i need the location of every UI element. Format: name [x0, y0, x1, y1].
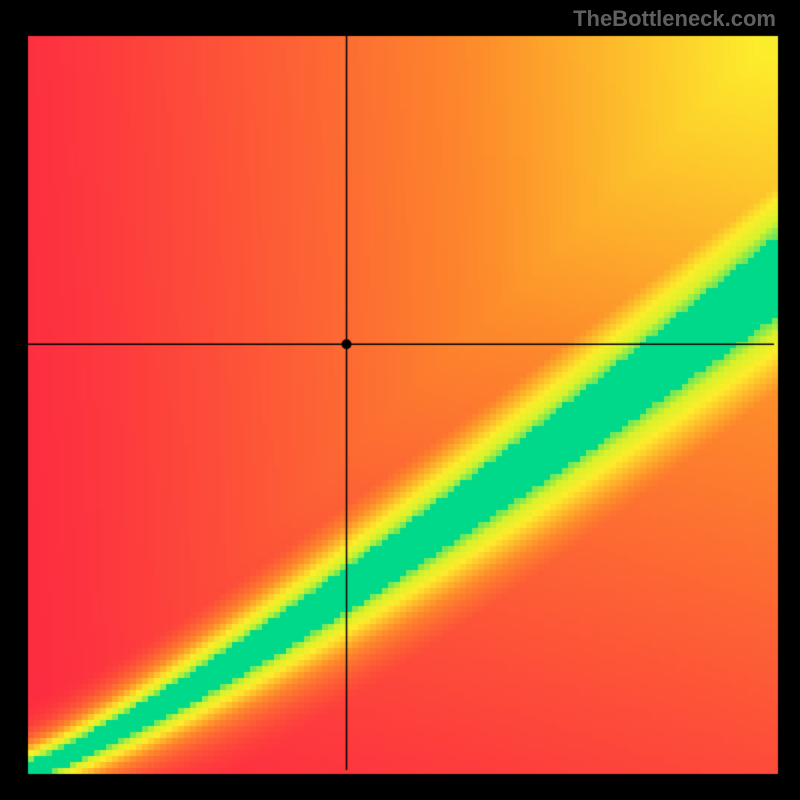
- heatmap-canvas: [0, 0, 800, 800]
- attribution-label: TheBottleneck.com: [573, 6, 776, 32]
- chart-container: TheBottleneck.com: [0, 0, 800, 800]
